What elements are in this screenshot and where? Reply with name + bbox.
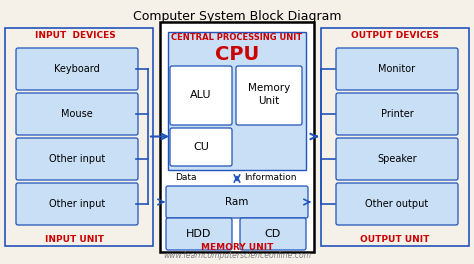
Text: www.learncomputerscienceonline.com: www.learncomputerscienceonline.com xyxy=(163,252,311,261)
Text: Memory: Memory xyxy=(248,83,290,93)
Text: Speaker: Speaker xyxy=(377,154,417,164)
FancyBboxPatch shape xyxy=(236,66,302,125)
FancyBboxPatch shape xyxy=(160,22,314,252)
FancyBboxPatch shape xyxy=(16,48,138,90)
Text: Other input: Other input xyxy=(49,199,105,209)
FancyBboxPatch shape xyxy=(16,138,138,180)
FancyBboxPatch shape xyxy=(321,28,469,246)
Text: CENTRAL PROCESSING UNIT: CENTRAL PROCESSING UNIT xyxy=(172,32,302,41)
Text: Computer System Block Diagram: Computer System Block Diagram xyxy=(133,10,341,23)
Text: Information: Information xyxy=(244,172,296,182)
FancyBboxPatch shape xyxy=(336,48,458,90)
Text: MEMORY UNIT: MEMORY UNIT xyxy=(201,243,273,252)
FancyBboxPatch shape xyxy=(336,183,458,225)
Text: Ram: Ram xyxy=(225,197,249,207)
Text: INPUT UNIT: INPUT UNIT xyxy=(46,234,104,243)
Text: Mouse: Mouse xyxy=(61,109,93,119)
FancyBboxPatch shape xyxy=(166,218,232,250)
Text: CPU: CPU xyxy=(215,45,259,64)
Text: OUTPUT UNIT: OUTPUT UNIT xyxy=(360,234,430,243)
Text: HDD: HDD xyxy=(186,229,212,239)
Text: Printer: Printer xyxy=(381,109,413,119)
FancyBboxPatch shape xyxy=(336,93,458,135)
Text: Unit: Unit xyxy=(258,96,280,106)
Text: ALU: ALU xyxy=(190,90,212,100)
FancyBboxPatch shape xyxy=(168,32,306,170)
FancyBboxPatch shape xyxy=(5,28,153,246)
Text: OUTPUT DEVICES: OUTPUT DEVICES xyxy=(351,31,439,40)
Text: INPUT  DEVICES: INPUT DEVICES xyxy=(35,31,115,40)
FancyBboxPatch shape xyxy=(16,183,138,225)
Text: Other output: Other output xyxy=(365,199,428,209)
Text: CU: CU xyxy=(193,142,209,152)
FancyBboxPatch shape xyxy=(336,138,458,180)
FancyBboxPatch shape xyxy=(170,66,232,125)
Text: CD: CD xyxy=(265,229,281,239)
Text: Other input: Other input xyxy=(49,154,105,164)
FancyBboxPatch shape xyxy=(170,128,232,166)
FancyBboxPatch shape xyxy=(166,186,308,218)
FancyBboxPatch shape xyxy=(16,93,138,135)
FancyBboxPatch shape xyxy=(240,218,306,250)
Text: Keyboard: Keyboard xyxy=(54,64,100,74)
Text: Monitor: Monitor xyxy=(378,64,416,74)
Text: Data: Data xyxy=(175,172,197,182)
